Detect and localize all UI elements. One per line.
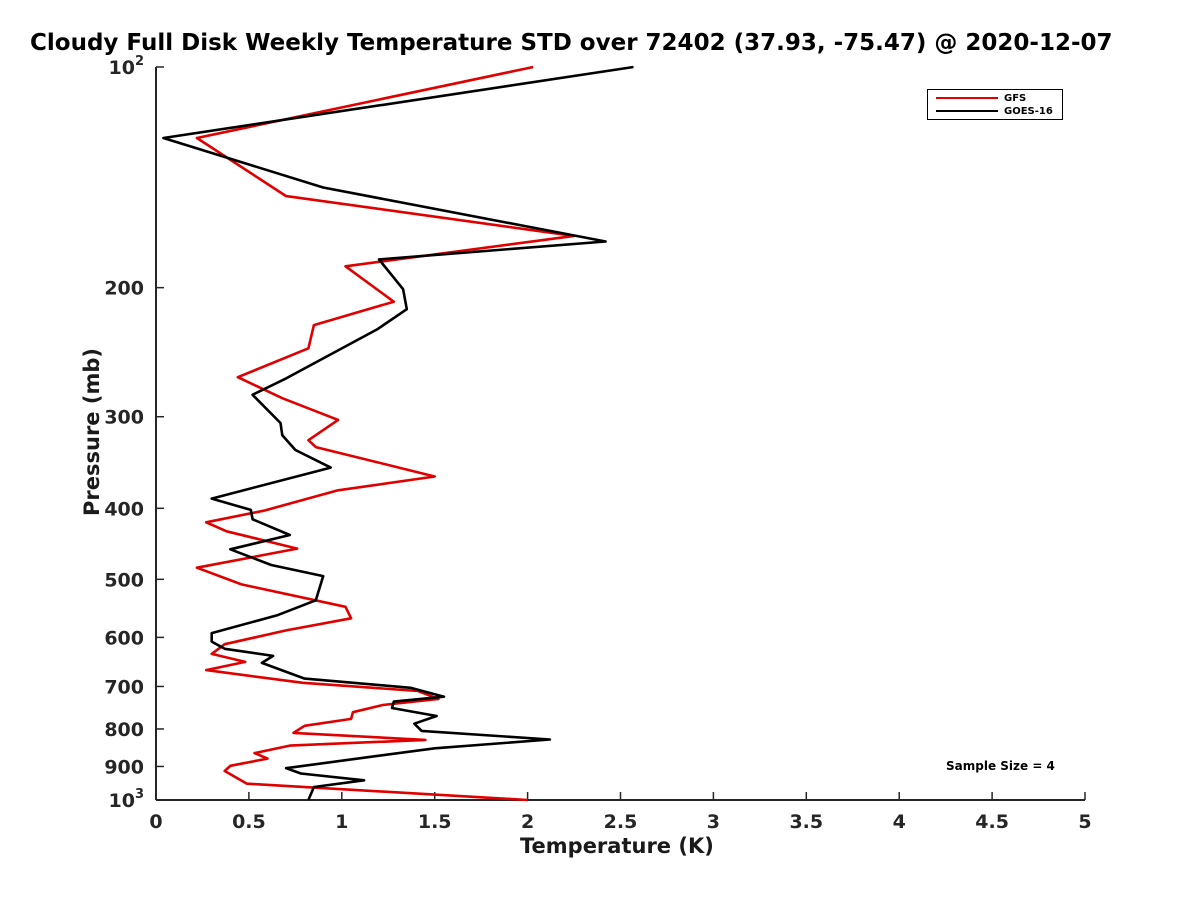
chart-title: Cloudy Full Disk Weekly Temperature STD …	[30, 30, 1113, 56]
y-tick-label: 600	[104, 627, 144, 649]
y-tick-label: 200	[104, 278, 144, 300]
x-tick-label: 0	[149, 811, 162, 833]
axes: 0 0.5 1 1.5 2 2.5 3 3.5 4 4.5 5 102 200 300 400 500 600 7…	[104, 54, 1091, 833]
x-axis-label: Temperature (K)	[520, 834, 714, 858]
x-tick-label: 5	[1078, 811, 1091, 833]
y-tick-label: 700	[104, 676, 144, 698]
y-tick-label: 900	[104, 756, 144, 778]
y-tick-label: 103	[109, 787, 145, 812]
legend-item-goes16: GOES-16	[936, 105, 1053, 117]
y-tick-label: 400	[104, 498, 144, 520]
y-tick-label: 102	[109, 54, 145, 79]
x-tick-label: 1	[335, 811, 348, 833]
sample-size-annotation: Sample Size = 4	[946, 759, 1055, 773]
legend-swatch-gfs	[936, 97, 998, 99]
y-tick-label: 500	[104, 569, 144, 591]
legend-swatch-goes16	[936, 110, 998, 112]
x-tick-label: 4.5	[975, 811, 1009, 833]
x-tick-label: 3	[707, 811, 720, 833]
x-tick-label: 3.5	[789, 811, 823, 833]
legend: GFS GOES-16	[927, 89, 1063, 120]
series-line-goes16	[162, 65, 634, 801]
x-tick-label: 4	[893, 811, 906, 833]
x-tick-label: 2	[521, 811, 534, 833]
x-tick-label: 1.5	[418, 811, 452, 833]
y-tick-label: 300	[104, 407, 144, 429]
x-tick-label: 2.5	[604, 811, 638, 833]
x-tick-label: 0.5	[232, 811, 266, 833]
y-tick-label: 800	[104, 719, 144, 741]
legend-label-gfs: GFS	[1004, 92, 1027, 104]
series-lines	[162, 65, 634, 802]
legend-item-gfs: GFS	[936, 92, 1026, 104]
y-axis-label: Pressure (mb)	[80, 348, 104, 516]
legend-label-goes16: GOES-16	[1004, 105, 1053, 117]
series-line-gfs	[195, 65, 576, 802]
